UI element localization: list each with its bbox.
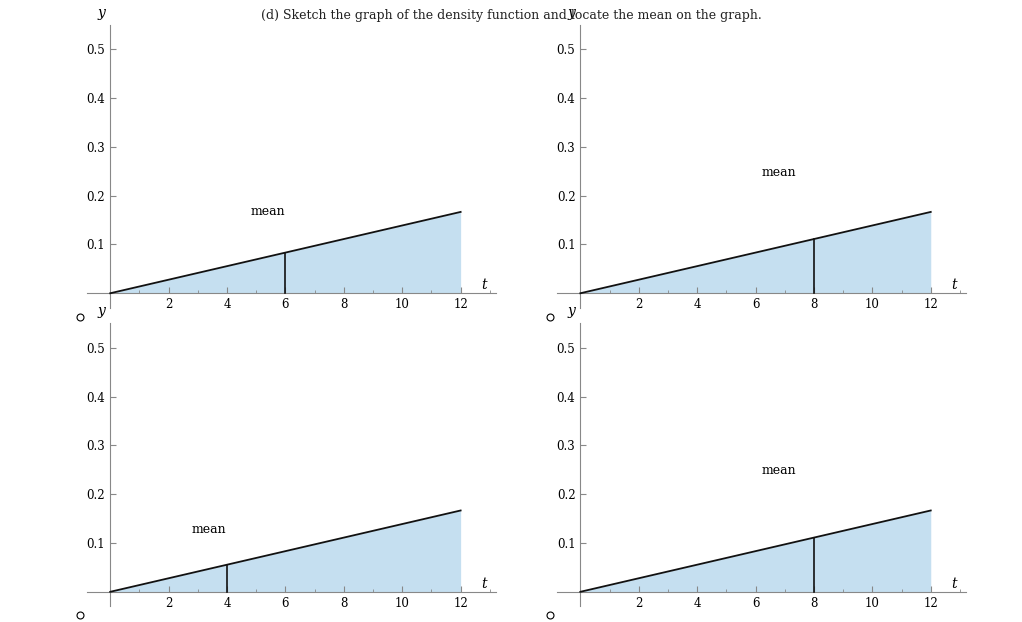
Text: y: y	[567, 6, 575, 19]
Text: t: t	[481, 278, 486, 292]
Text: y: y	[97, 6, 105, 19]
Text: t: t	[951, 278, 957, 292]
Text: t: t	[951, 577, 957, 591]
Text: (d) Sketch the graph of the density function and locate the mean on the graph.: (d) Sketch the graph of the density func…	[261, 9, 761, 22]
Text: y: y	[567, 304, 575, 318]
Text: y: y	[97, 304, 105, 318]
Text: mean: mean	[761, 464, 796, 477]
Text: mean: mean	[761, 165, 796, 179]
Text: t: t	[481, 577, 486, 591]
Text: mean: mean	[192, 522, 227, 536]
Text: mean: mean	[250, 205, 285, 218]
